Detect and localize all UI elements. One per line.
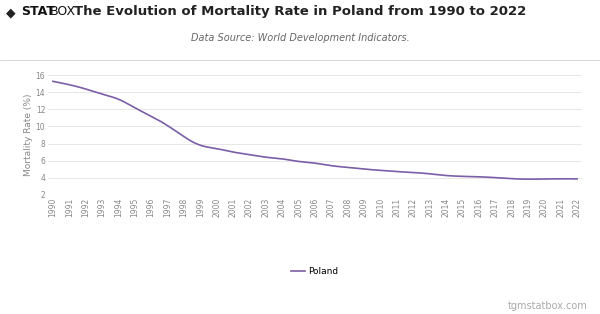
Text: BOX: BOX <box>50 5 76 18</box>
Text: Data Source: World Development Indicators.: Data Source: World Development Indicator… <box>191 33 409 43</box>
Text: ◆: ◆ <box>6 6 16 19</box>
Text: STAT: STAT <box>21 5 55 18</box>
Y-axis label: Mortality Rate (%): Mortality Rate (%) <box>24 94 33 176</box>
Text: The Evolution of Mortality Rate in Poland from 1990 to 2022: The Evolution of Mortality Rate in Polan… <box>74 5 526 18</box>
Text: tgmstatbox.com: tgmstatbox.com <box>508 301 588 311</box>
Legend: Poland: Poland <box>288 263 342 280</box>
